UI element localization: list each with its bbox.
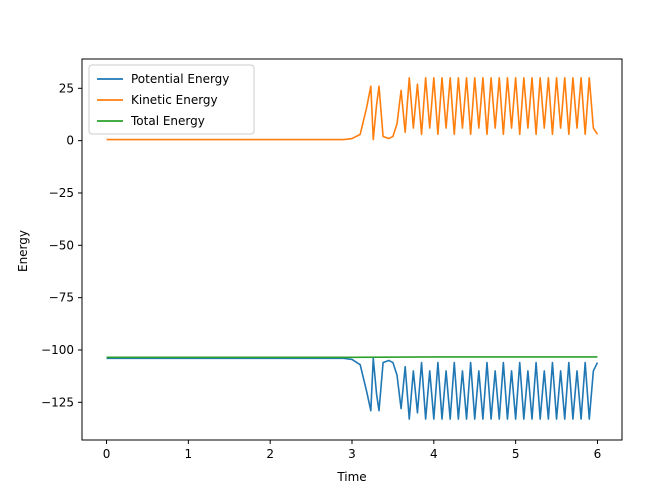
- y-axis-ticks: 25 0 −25 −50 −75 −100 −125: [41, 81, 82, 409]
- legend-entry: Kinetic Energy: [131, 93, 218, 107]
- y-tick-label: −100: [41, 343, 74, 357]
- y-axis-label: Energy: [16, 230, 30, 272]
- x-tick-label: 6: [594, 447, 602, 461]
- y-tick-label: −25: [49, 186, 74, 200]
- x-axis-label: Time: [336, 470, 366, 484]
- x-tick-label: 2: [266, 447, 274, 461]
- x-tick-label: 5: [512, 447, 520, 461]
- y-tick-label: −75: [49, 291, 74, 305]
- y-tick-label: 25: [59, 81, 74, 95]
- plot-lines: [106, 77, 599, 420]
- x-tick-label: 0: [103, 447, 111, 461]
- y-tick-label: −50: [49, 238, 74, 252]
- y-tick-label: −125: [41, 395, 74, 409]
- y-tick-label: 0: [66, 134, 74, 148]
- legend-entry: Potential Energy: [131, 72, 229, 86]
- legend-entry: Total Energy: [130, 114, 205, 128]
- x-tick-label: 3: [348, 447, 356, 461]
- x-tick-label: 4: [430, 447, 438, 461]
- x-axis-ticks: 0 1 2 3 4 5 6: [103, 440, 602, 461]
- series-line-potential-energy: [106, 357, 599, 420]
- series-line-kinetic-energy: [106, 77, 599, 141]
- legend-box: [88, 64, 255, 135]
- legend: Potential Energy Kinetic Energy Total Ener…: [88, 64, 255, 135]
- x-tick-label: 1: [185, 447, 193, 461]
